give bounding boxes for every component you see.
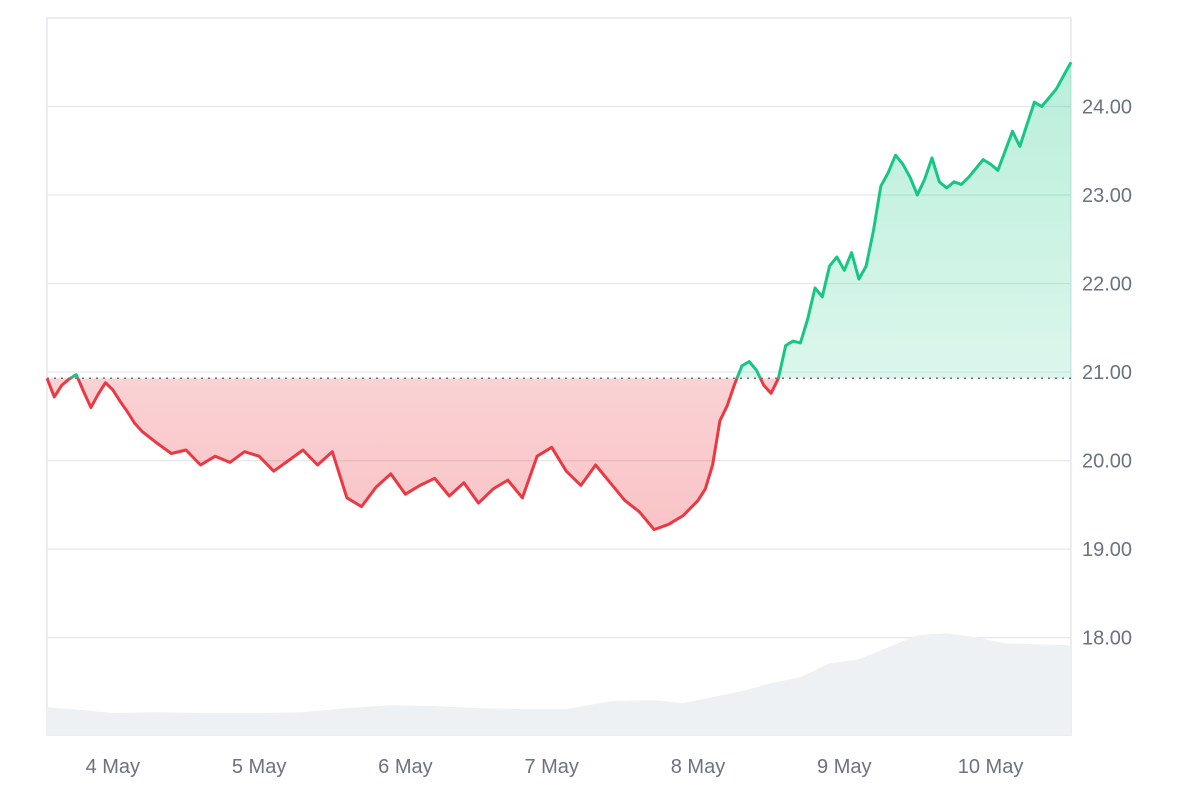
y-tick-label-4: 22.00 [1082,274,1132,296]
y-tick-label-2: 20.00 [1082,451,1132,473]
y-tick-label-5: 23.00 [1082,185,1132,207]
volume-area [47,633,1071,735]
x-tick-label-3: 7 May [524,756,578,778]
y-tick-label-0: 18.00 [1082,628,1132,650]
price-lines [45,61,1073,532]
x-tick-label-5: 9 May [817,756,871,778]
x-tick-label-2: 6 May [378,756,432,778]
down-fill-area [47,378,779,530]
x-tick-label-1: 5 May [232,756,286,778]
price-line-up [47,61,1073,379]
x-tick-label-4: 8 May [671,756,725,778]
price-fill [47,62,1071,530]
up-fill-area [47,62,1071,379]
price-line-down [45,378,780,532]
x-tick-label-6: 10 May [958,756,1024,778]
y-tick-label-1: 19.00 [1082,539,1132,561]
y-tick-label-3: 21.00 [1082,362,1132,384]
volume-area-path [47,633,1071,735]
y-axis-labels: 18.00 19.00 20.00 21.00 22.00 23.00 24.00 [1082,97,1132,650]
y-tick-label-6: 24.00 [1082,97,1132,119]
x-axis-labels: 4 May 5 May 6 May 7 May 8 May 9 May 10 May [86,756,1024,778]
x-tick-label-0: 4 May [86,756,140,778]
